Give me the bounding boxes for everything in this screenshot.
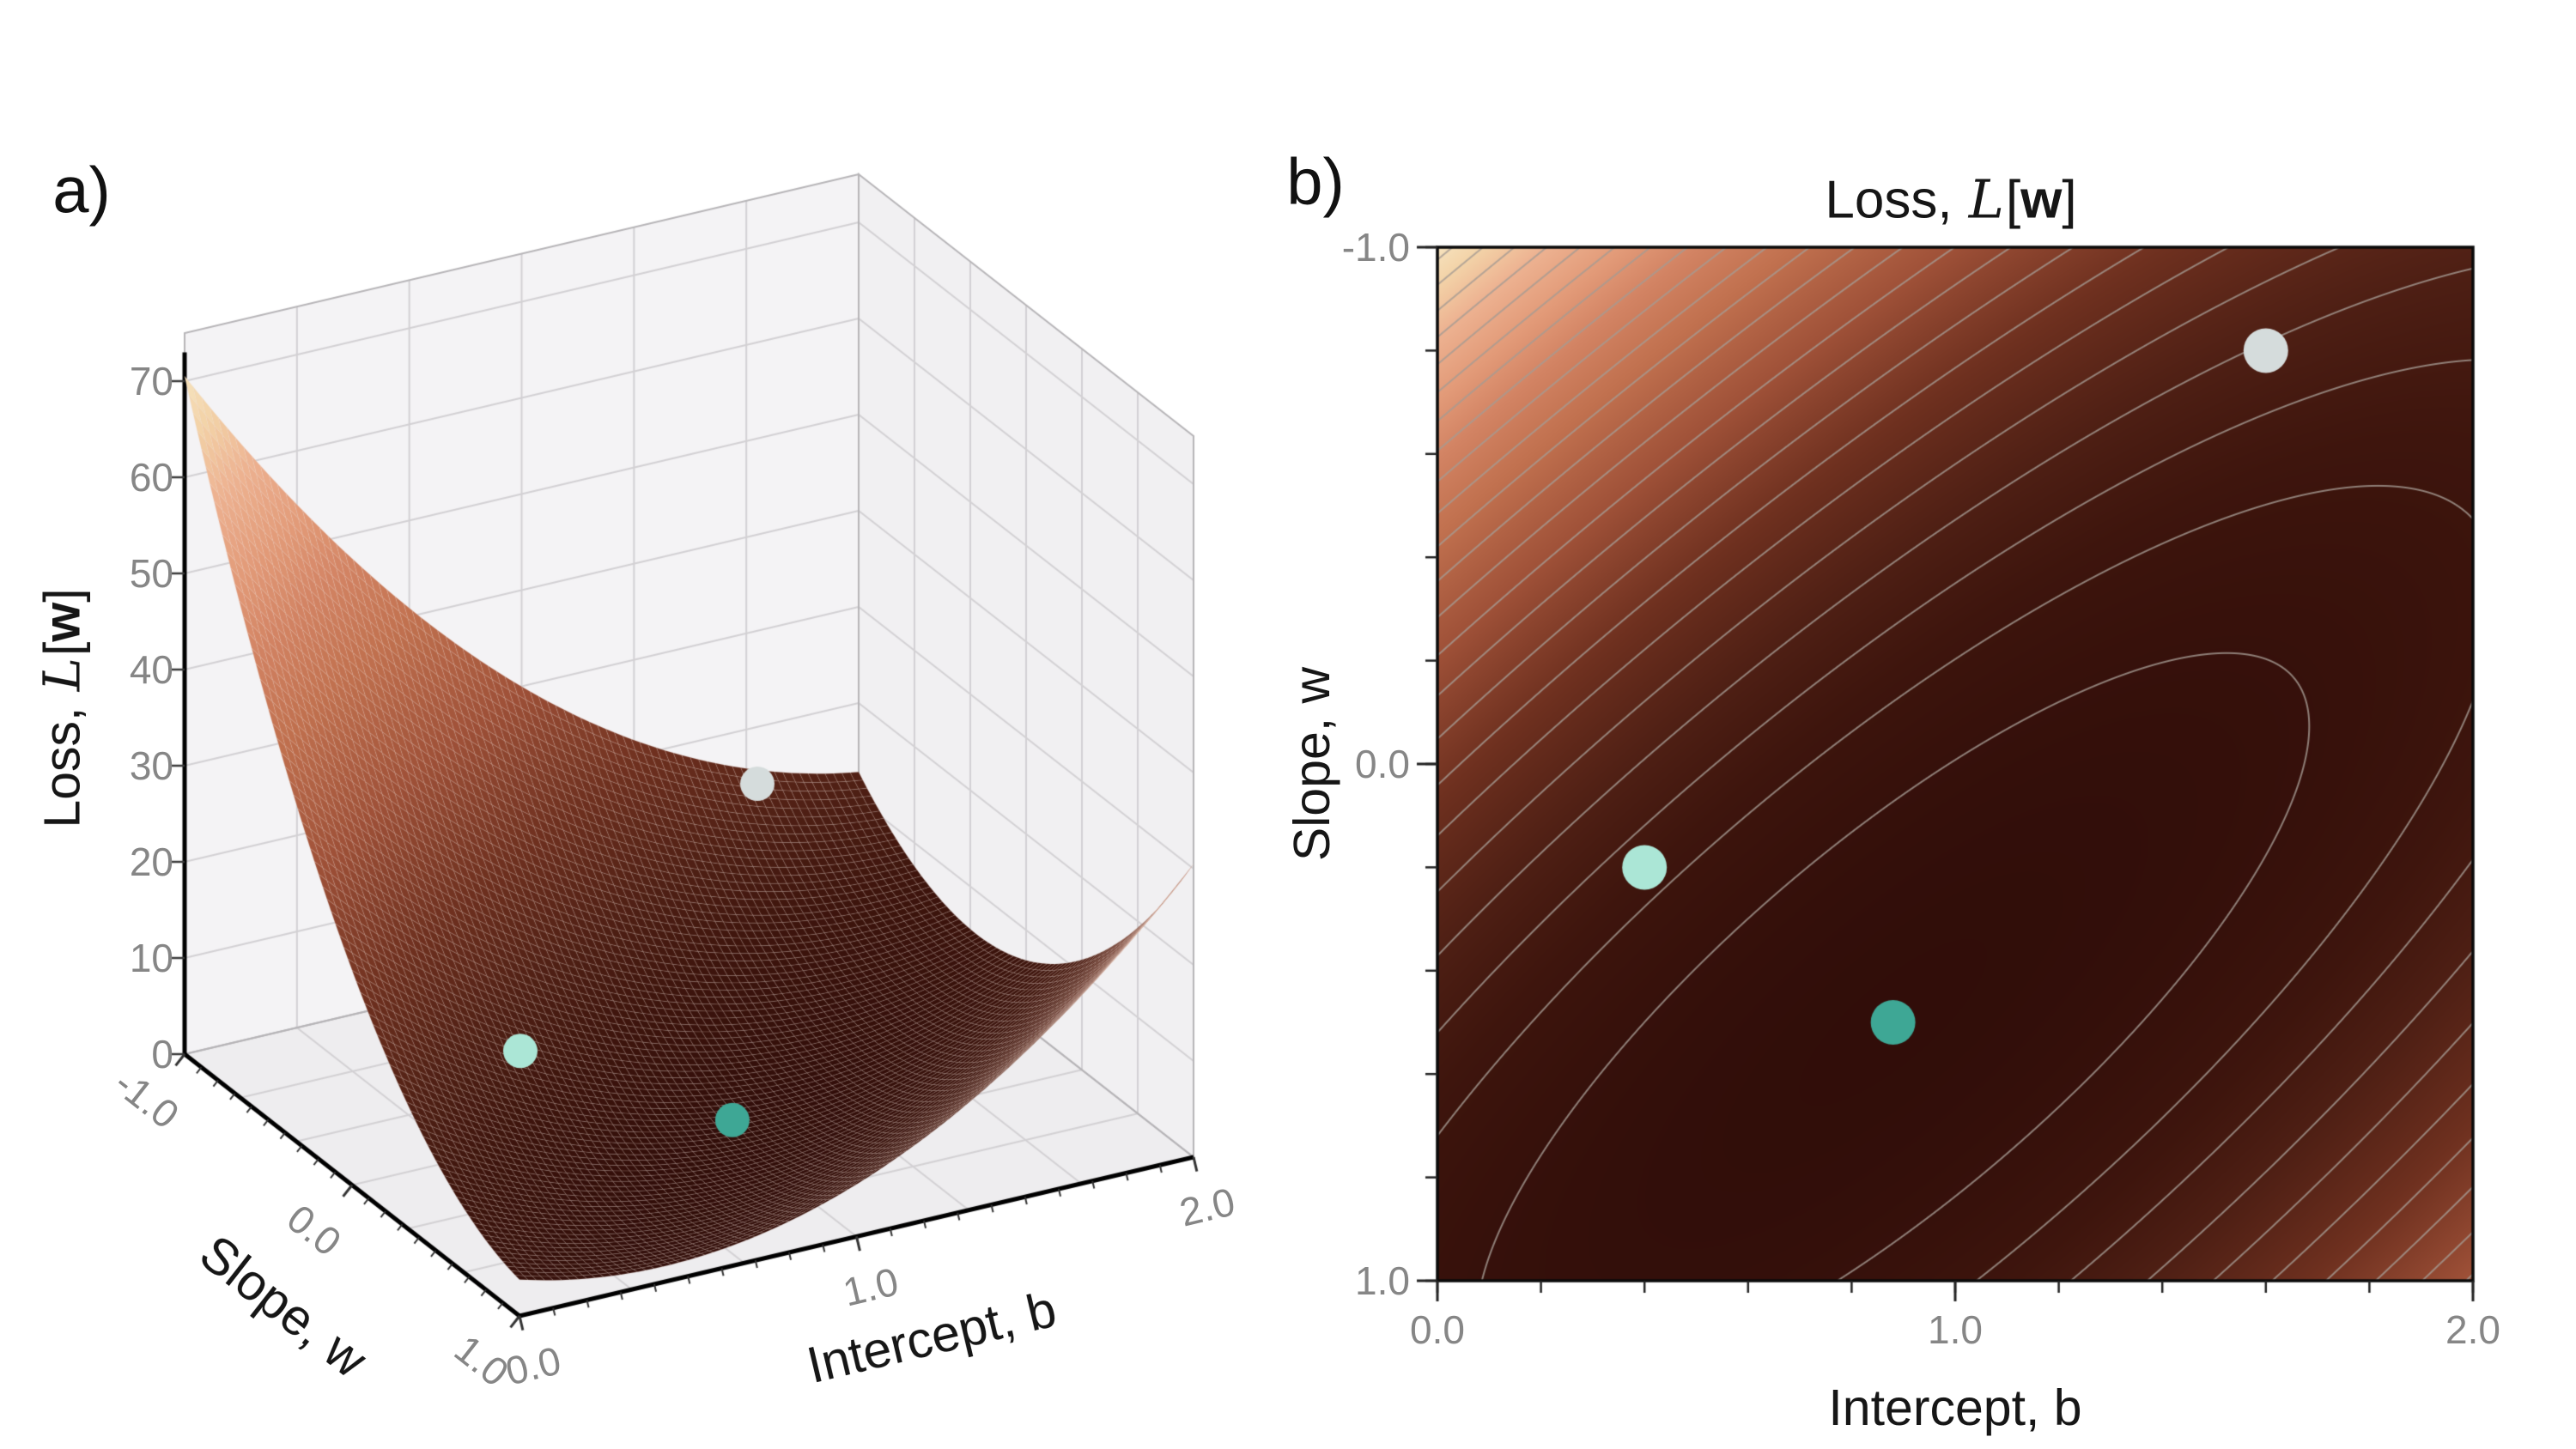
surface-3d-canvas [0,0,1288,1449]
b-title-bracket-close: ] [2062,170,2077,230]
b-y-axis-label: Slope, w [1284,666,1340,862]
a-z-label-bold-w: w [33,602,91,642]
a-z-label-math-L: L [32,658,92,692]
b-title-bracket-open: [ [2005,170,2021,230]
contour-heatmap-canvas [1288,0,2576,1449]
a-z-label-text: Loss, [33,693,91,828]
a-z-axis-label: Loss, L[w] [33,588,92,828]
b-title-math-L: L [1968,167,2004,231]
a-z-label-bracket-open: [ [33,641,91,657]
b-x-axis-label: Intercept, b [1828,1379,2082,1436]
a-z-label-bracket-close: ] [33,588,91,603]
b-title-text: Loss, [1825,170,1967,230]
b-title: Loss, L[w] [1825,168,2076,231]
panel-b-label: b) [1286,145,1345,219]
panel-a-label: a) [52,154,111,227]
b-title-bold-w: w [2020,170,2063,230]
